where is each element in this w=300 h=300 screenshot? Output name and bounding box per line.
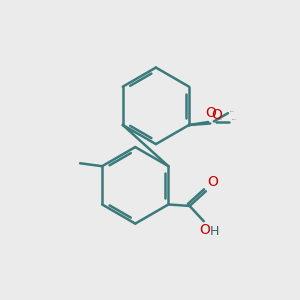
Text: O: O (207, 176, 218, 190)
Text: O: O (199, 223, 210, 237)
Text: methyl: methyl (218, 119, 223, 120)
Text: methyl: methyl (232, 119, 237, 120)
Text: H: H (210, 225, 220, 238)
Text: O: O (212, 108, 222, 122)
Text: O: O (206, 106, 217, 120)
Text: methyl: methyl (230, 110, 234, 112)
